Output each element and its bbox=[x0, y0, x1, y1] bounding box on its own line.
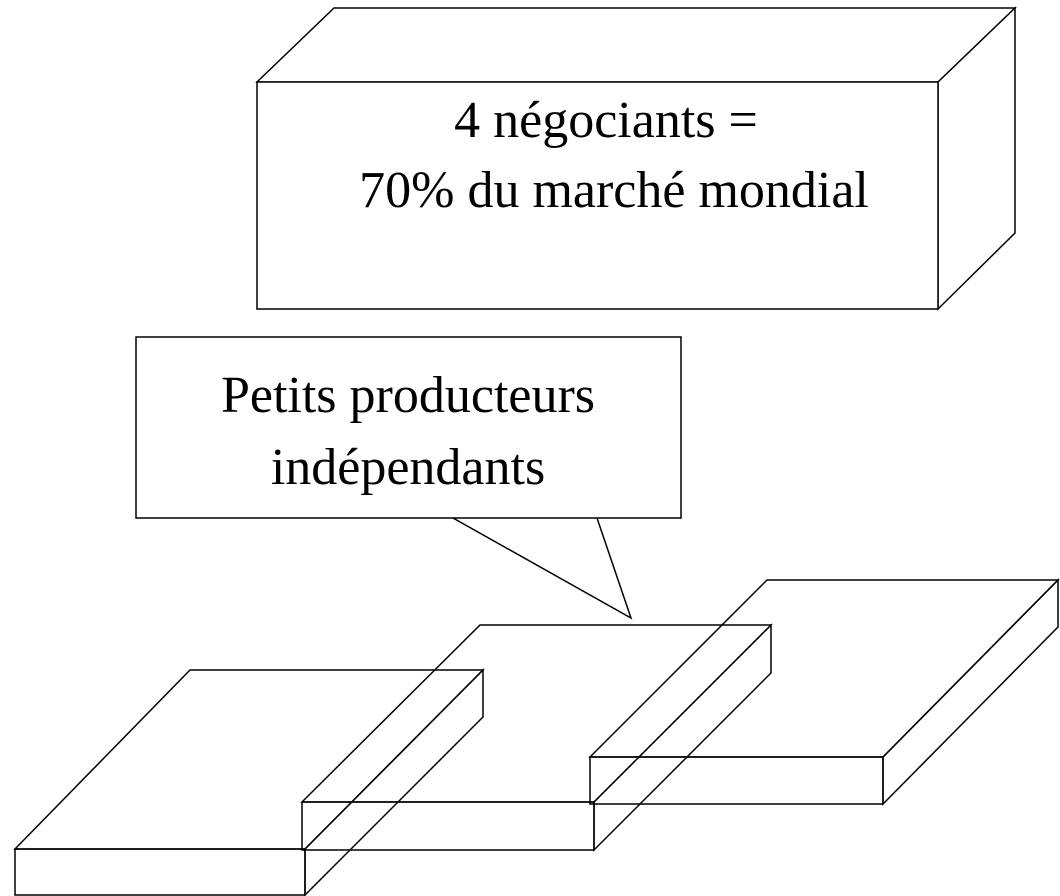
box-top-face bbox=[255, 7, 1017, 83]
slab-face bbox=[589, 756, 884, 805]
slab-face bbox=[301, 801, 595, 851]
callout-text-line: Petits producteurs bbox=[221, 367, 595, 424]
slab bbox=[300, 623, 773, 852]
box-text-line: 70% du marché mondial bbox=[359, 162, 869, 219]
market-box: 4 négociants = 70% du marché mondial bbox=[255, 6, 1017, 311]
callout-box bbox=[135, 336, 682, 519]
slab-face bbox=[300, 624, 773, 803]
callout-text-line: indépendants bbox=[271, 439, 545, 496]
slab-face bbox=[882, 578, 1059, 806]
slab-face bbox=[13, 669, 485, 850]
slab-face bbox=[593, 623, 772, 852]
callout-pointer bbox=[452, 517, 633, 620]
slab bbox=[588, 578, 1060, 806]
slab-face bbox=[304, 668, 484, 896]
slab-face bbox=[14, 848, 306, 896]
slab-face bbox=[588, 579, 1060, 758]
box-text-line: 4 négociants = bbox=[454, 92, 758, 149]
callout: Petits producteurs indépendants bbox=[135, 336, 682, 620]
box-front-face bbox=[256, 81, 939, 310]
slab bbox=[13, 668, 485, 896]
